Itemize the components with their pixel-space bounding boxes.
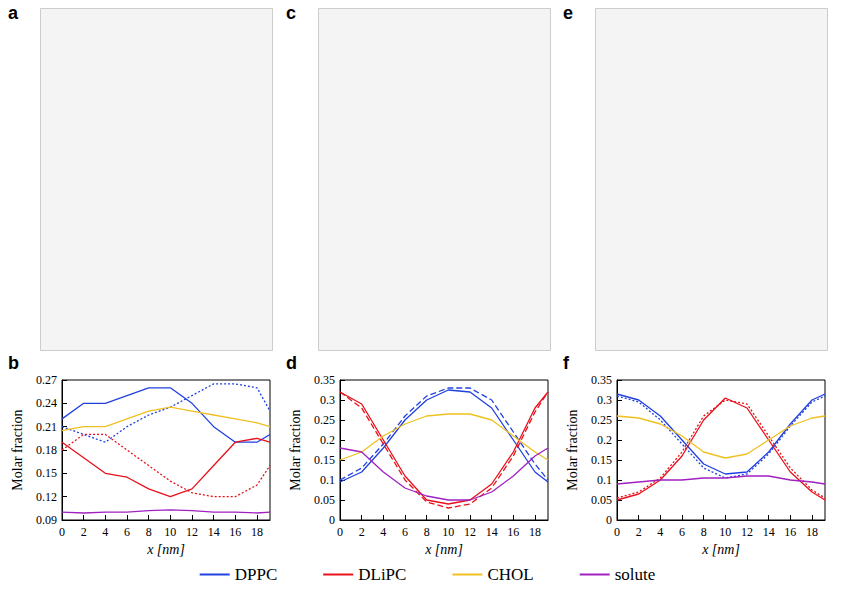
svg-text:0.15: 0.15	[314, 453, 335, 467]
svg-text:b: b	[8, 353, 19, 373]
svg-text:0: 0	[329, 513, 335, 527]
svg-text:8: 8	[424, 525, 430, 539]
svg-text:2: 2	[359, 525, 365, 539]
svg-text:0.3: 0.3	[597, 393, 612, 407]
svg-text:18: 18	[806, 525, 818, 539]
svg-text:14: 14	[763, 525, 775, 539]
svg-text:4: 4	[102, 525, 108, 539]
svg-text:x [nm]: x [nm]	[146, 542, 185, 557]
svg-text:6: 6	[124, 525, 130, 539]
svg-text:6: 6	[402, 525, 408, 539]
svg-text:0.3: 0.3	[320, 393, 335, 407]
svg-text:0.35: 0.35	[591, 373, 612, 387]
svg-text:0.05: 0.05	[314, 493, 335, 507]
svg-text:DLiPC: DLiPC	[358, 565, 406, 584]
svg-text:0.2: 0.2	[320, 433, 335, 447]
svg-text:0.1: 0.1	[597, 473, 612, 487]
svg-text:a: a	[8, 3, 19, 23]
svg-text:12: 12	[741, 525, 753, 539]
svg-text:0.25: 0.25	[314, 413, 335, 427]
svg-text:x [nm]: x [nm]	[701, 542, 740, 557]
svg-text:0: 0	[606, 513, 612, 527]
svg-text:0.27: 0.27	[36, 373, 57, 387]
svg-text:16: 16	[229, 525, 241, 539]
svg-text:0.21: 0.21	[36, 420, 57, 434]
svg-text:0.09: 0.09	[36, 513, 57, 527]
svg-text:14: 14	[486, 525, 498, 539]
svg-text:14: 14	[208, 525, 220, 539]
svg-text:Molar fraction: Molar fraction	[10, 409, 25, 490]
svg-text:DPPC: DPPC	[235, 565, 278, 584]
svg-text:0.05: 0.05	[591, 493, 612, 507]
svg-text:x [nm]: x [nm]	[424, 542, 463, 557]
svg-text:e: e	[563, 3, 573, 23]
svg-text:Molar fraction: Molar fraction	[565, 409, 580, 490]
svg-text:16: 16	[507, 525, 519, 539]
svg-text:0.2: 0.2	[597, 433, 612, 447]
svg-text:0.24: 0.24	[36, 396, 57, 410]
svg-text:d: d	[286, 353, 297, 373]
svg-text:0.35: 0.35	[314, 373, 335, 387]
svg-text:18: 18	[529, 525, 541, 539]
svg-text:18: 18	[251, 525, 263, 539]
svg-text:10: 10	[719, 525, 731, 539]
svg-text:2: 2	[81, 525, 87, 539]
svg-text:12: 12	[464, 525, 476, 539]
svg-text:0.18: 0.18	[36, 443, 57, 457]
svg-text:0.12: 0.12	[36, 490, 57, 504]
svg-text:0.15: 0.15	[591, 453, 612, 467]
svg-text:10: 10	[442, 525, 454, 539]
svg-text:6: 6	[679, 525, 685, 539]
svg-text:0: 0	[614, 525, 620, 539]
svg-text:16: 16	[784, 525, 796, 539]
svg-text:0.1: 0.1	[320, 473, 335, 487]
svg-text:Molar fraction: Molar fraction	[288, 409, 303, 490]
svg-text:0: 0	[337, 525, 343, 539]
svg-text:2: 2	[636, 525, 642, 539]
svg-text:8: 8	[146, 525, 152, 539]
svg-text:0.15: 0.15	[36, 466, 57, 480]
svg-text:12: 12	[186, 525, 198, 539]
svg-text:f: f	[563, 353, 570, 373]
svg-text:c: c	[286, 3, 296, 23]
svg-text:CHOL: CHOL	[487, 565, 533, 584]
svg-text:8: 8	[701, 525, 707, 539]
svg-text:solute: solute	[615, 565, 656, 584]
svg-text:4: 4	[657, 525, 663, 539]
svg-text:4: 4	[380, 525, 386, 539]
svg-text:0.25: 0.25	[591, 413, 612, 427]
svg-text:10: 10	[164, 525, 176, 539]
svg-text:0: 0	[59, 525, 65, 539]
